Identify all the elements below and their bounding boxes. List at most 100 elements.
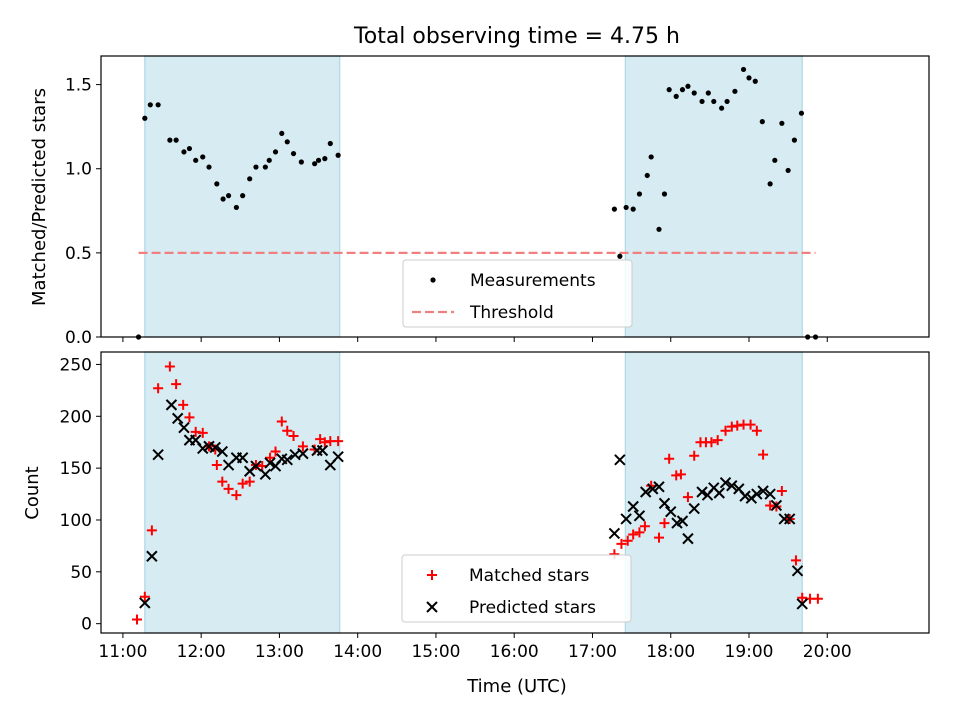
matched-stars-point [270,446,281,457]
predicted-stars-point [316,444,329,457]
matched-stars-point [812,593,823,604]
predicted-stars-point [633,510,646,522]
bottom-y-axis-label: Count [22,466,43,519]
measurement-point [279,130,285,137]
predicted-stars-point [281,454,293,466]
measurement-point [705,90,711,96]
matched-stars-point [675,469,686,480]
measurement-point [636,191,643,197]
measurement-point [767,181,773,187]
predicted-stars-point [719,476,732,489]
matched-stars-point [319,437,330,448]
top-y-axis-label: Matched/Predicted stars [29,88,50,306]
measurement-point [173,137,179,143]
x-tick-label: 14:00 [333,642,382,662]
matched-stars-point [732,420,743,431]
measurement-point [661,191,668,197]
x-tick-label: 19:00 [725,642,774,662]
observing-window-0 [144,351,341,634]
predicted-stars-point [676,515,689,527]
measurement-point [759,119,765,125]
measurement-point [284,139,290,145]
predicted-stars-point [696,486,708,498]
matched-stars-point [712,435,723,446]
predicted-stars-point [620,513,632,525]
predicted-stars-point [146,550,158,562]
measurement-point [752,78,758,84]
y-tick-label: 100 [60,511,92,531]
measurement-point [322,156,328,162]
predicted-stars-point [332,451,344,463]
legend-box [402,259,633,328]
matched-stars-point [276,416,287,427]
x-tick-label: 18:00 [646,642,695,662]
measurement-point [779,120,785,126]
predicted-stars-point [152,448,164,461]
x-tick-label: 20:00 [803,642,852,662]
figure-title: Total observing time = 4.75 h [353,24,680,49]
matched-stars-point [682,492,693,503]
matched-stars-point [211,460,222,471]
predicted-stars-point [770,499,783,512]
matched-stars-point [164,361,175,372]
y-tick-label: 50 [70,563,92,583]
measurement-point [262,164,268,170]
matched-stars-point [671,470,682,481]
measurement-point [656,226,662,232]
measurement-point [648,154,654,160]
ratio-panel: 0.0 0.5 1.0 1.5 Measurements Threshold [65,55,930,348]
legend-threshold-label: Threshold [469,303,554,323]
y-tick-label: 0.0 [65,328,92,348]
y-tick-label: 1.5 [65,76,92,96]
matched-stars-point [244,476,255,487]
measurement-point [327,140,333,147]
legend-predicted-stars-marker [426,601,438,613]
measurement-point [220,196,226,202]
predicted-stars-point [665,505,677,518]
matched-stars-point [758,449,769,460]
measurement-point [253,164,259,170]
x-tick-label: 15:00 [411,642,460,662]
y-tick-label: 1.0 [65,160,92,180]
predicted-stars-point [297,447,309,460]
predicted-stars-point [259,468,272,481]
matched-stars-point [190,426,201,437]
matched-stars-point [622,535,633,546]
measurement-point [167,137,173,143]
observing-window-1 [624,351,803,634]
matched-stars-point [132,614,142,625]
measurement-point [298,159,304,165]
measurement-point [623,204,629,211]
measurement-point [673,93,679,99]
predicted-stars-point [653,481,665,493]
measurement-point [312,161,318,167]
x-tick-label: 17:00 [568,642,617,662]
predicted-stars-point [713,487,725,499]
matched-stars-point [265,452,276,463]
matched-stars-point [664,453,675,464]
legend-measurements-marker [430,277,436,283]
matched-stars-point [297,441,308,452]
measurement-point [193,157,199,163]
matched-stars-point [639,521,650,532]
matched-stars-point [184,412,195,423]
matched-stars-point [139,591,150,602]
matched-stars-point [659,518,670,529]
measurement-point [666,87,672,93]
measurement-point [225,193,232,199]
predicted-stars-point [171,412,184,425]
legend-matched-stars-label: Matched stars [469,566,589,586]
measurement-point [335,152,341,158]
predicted-stars-point [791,565,804,577]
predicted-stars-point [608,527,621,540]
x-tick-label: 11:00 [98,642,147,662]
measurement-point [186,145,193,152]
measurement-point [679,87,686,93]
measurement-point [290,150,297,157]
predicted-stars-point [250,460,262,472]
y-tick-label: 0 [81,615,92,635]
y-tick-label: 250 [60,355,92,375]
matched-stars-point [706,437,717,448]
predicted-stars-point [139,597,151,609]
